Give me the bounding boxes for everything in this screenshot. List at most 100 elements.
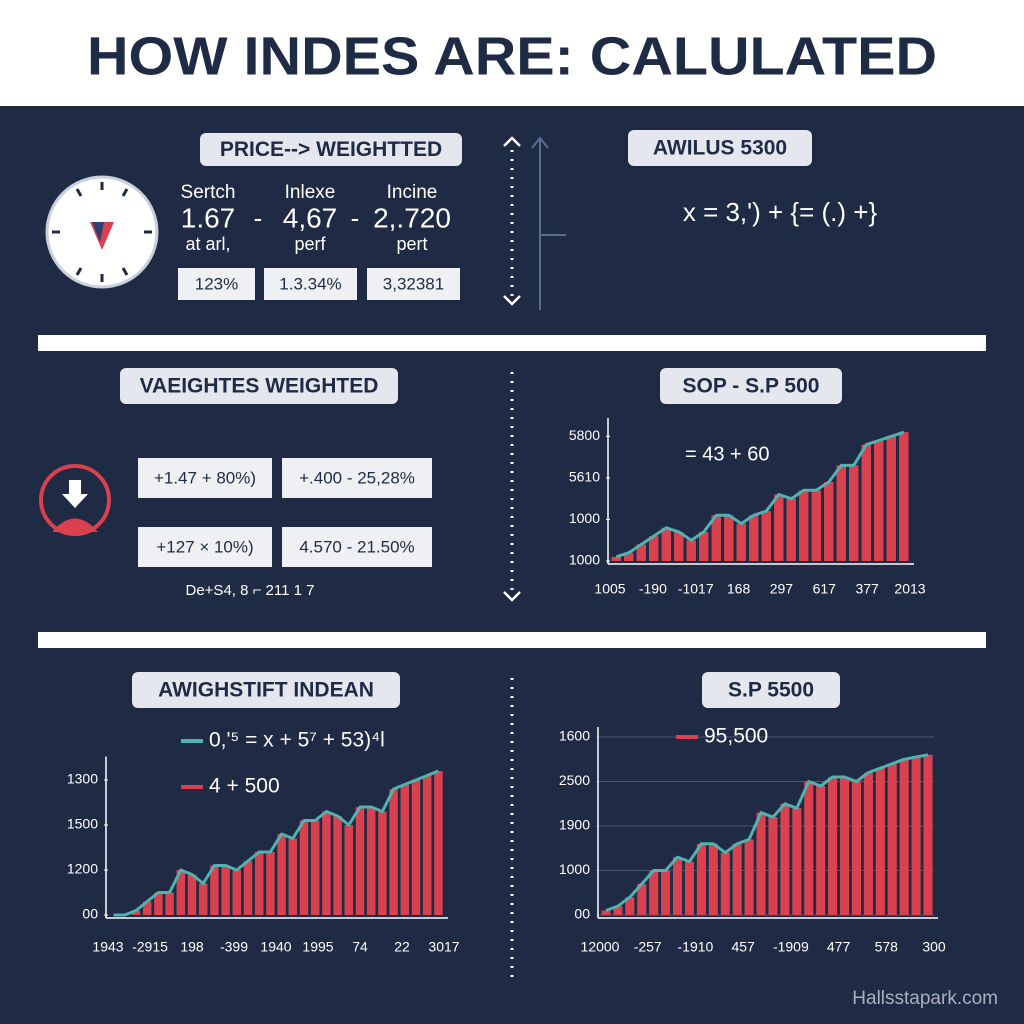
value-box: +1.47 + 80%) (154, 468, 256, 487)
x-tick-label: -190 (639, 581, 667, 597)
bar (761, 511, 771, 561)
bar (874, 440, 884, 561)
note: De+S4, 8 ⌐ 211 1 7 (186, 582, 315, 599)
bar (221, 865, 230, 915)
x-tick-label: 377 (855, 581, 879, 597)
y-tick-label: 5800 (569, 427, 600, 443)
value-box: 1.3.34% (279, 274, 341, 293)
bar (861, 444, 871, 561)
bar (899, 759, 909, 915)
y-tick-label: 1200 (67, 861, 98, 877)
trend-line (113, 769, 439, 917)
x-tick-label: -1909 (773, 939, 809, 955)
trend-line (615, 430, 905, 559)
value-box: +.400 - 25,28% (299, 468, 415, 487)
value-box: +127 × 10%) (156, 537, 253, 556)
bar (804, 781, 814, 915)
bar (254, 852, 264, 915)
x-tick-label: -1017 (678, 581, 714, 597)
legend-label: 4 + 500 (209, 775, 280, 798)
bar (661, 870, 671, 915)
bar (198, 883, 208, 915)
x-tick-label: -257 (634, 939, 662, 955)
bar (732, 843, 742, 915)
bar (911, 757, 921, 915)
bar (322, 811, 331, 915)
bar (851, 781, 861, 915)
column-head: Inlexe (285, 182, 336, 203)
column-value: 2,.720 (373, 202, 451, 233)
bar (744, 839, 754, 915)
bar (434, 771, 443, 915)
bar (243, 861, 253, 915)
annotation: = 43 + 60 (685, 443, 770, 465)
y-tick-label: 2500 (559, 772, 590, 788)
bar (887, 763, 897, 915)
bar (661, 527, 671, 561)
bar (355, 807, 365, 915)
column-value: 4,67 (283, 202, 338, 233)
x-tick-label: 477 (827, 939, 851, 955)
bar (378, 811, 387, 915)
bar (333, 816, 342, 915)
bar (799, 490, 809, 561)
bar (232, 870, 242, 915)
bar (649, 536, 659, 561)
bar (756, 812, 766, 915)
y-tick-label: 1000 (569, 552, 600, 568)
bar (708, 843, 718, 915)
bar (840, 777, 850, 915)
bar (824, 482, 834, 561)
x-tick-label: 1005 (594, 581, 625, 597)
bar (699, 531, 709, 561)
bar (686, 540, 696, 561)
bar (310, 820, 320, 915)
bar (696, 843, 706, 915)
value-box-bg (282, 527, 432, 567)
x-tick-label: 1943 (92, 939, 123, 955)
x-tick-label: 168 (727, 581, 751, 597)
bar (684, 861, 694, 915)
bar (811, 490, 821, 561)
x-tick-label: 457 (731, 939, 755, 955)
x-tick-label: 300 (922, 939, 946, 955)
value-box-bg (178, 268, 255, 300)
value-box: 4.570 - 21.50% (299, 537, 414, 556)
y-tick-label: 1900 (559, 817, 590, 833)
y-tick-label: 00 (82, 906, 98, 922)
section-label-bg (660, 368, 842, 404)
section-label-bg (200, 133, 462, 166)
y-tick-label: 00 (574, 906, 590, 922)
bar (299, 820, 309, 915)
bar (187, 874, 197, 915)
bar (863, 772, 873, 915)
separator-sign: - (254, 203, 263, 233)
section-label: PRICE--> WEIGHTTED (220, 138, 442, 161)
bar (411, 780, 421, 915)
x-tick-label: 617 (813, 581, 837, 597)
y-tick-label: 1500 (67, 816, 98, 832)
bar (266, 852, 275, 915)
value-box: 123% (195, 274, 238, 293)
section-label-bg (628, 130, 812, 166)
bar (154, 892, 163, 915)
column-foot: at arl, (185, 234, 230, 254)
bar (636, 544, 646, 561)
bar (366, 807, 376, 915)
x-tick-label: 297 (770, 581, 794, 597)
formula: x = 3,') + {= (.) +} (683, 197, 878, 227)
bar (749, 515, 759, 561)
bar (625, 897, 635, 915)
column-value: 1.67 (181, 202, 236, 233)
bar (828, 777, 838, 915)
section-label: AWILUS 5300 (653, 137, 787, 160)
bar (613, 906, 623, 915)
y-tick-label: 1300 (67, 771, 98, 787)
section-label-bg (132, 672, 400, 708)
bar (886, 436, 896, 561)
bar (142, 901, 152, 915)
clock-icon (45, 175, 159, 289)
x-tick-label: 198 (180, 939, 204, 955)
x-tick-label: 1940 (260, 939, 291, 955)
